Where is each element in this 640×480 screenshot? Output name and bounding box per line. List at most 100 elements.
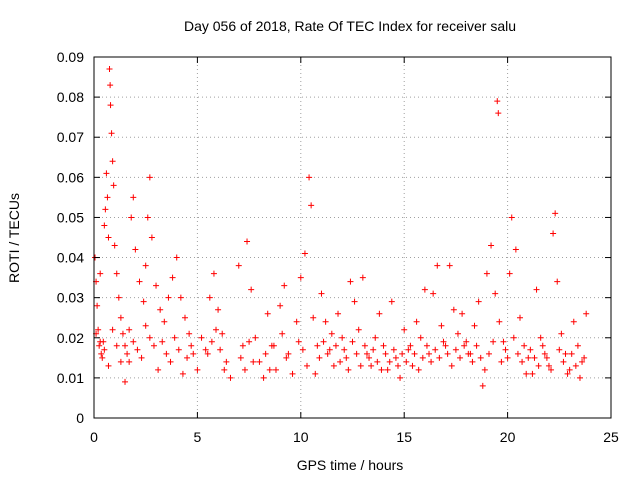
data-point bbox=[320, 338, 327, 345]
data-point bbox=[206, 294, 213, 301]
data-point bbox=[106, 66, 113, 73]
data-point bbox=[171, 334, 178, 341]
data-point bbox=[140, 298, 147, 305]
data-point bbox=[477, 354, 484, 361]
data-point bbox=[332, 342, 339, 349]
data-point bbox=[403, 358, 410, 365]
y-tick-label: 0.06 bbox=[57, 169, 84, 185]
data-point bbox=[241, 366, 248, 373]
data-point bbox=[552, 210, 559, 217]
data-point bbox=[463, 338, 470, 345]
data-point bbox=[104, 194, 111, 201]
x-tick-label: 20 bbox=[500, 429, 516, 445]
data-point bbox=[204, 350, 211, 357]
data-point bbox=[163, 350, 170, 357]
data-point bbox=[314, 342, 321, 349]
data-point bbox=[330, 362, 337, 369]
data-point bbox=[430, 290, 437, 297]
y-tick-label: 0.07 bbox=[57, 129, 84, 145]
data-point bbox=[113, 270, 120, 277]
data-point bbox=[570, 318, 577, 325]
data-point bbox=[108, 130, 115, 137]
data-point bbox=[96, 342, 103, 349]
data-point bbox=[568, 350, 575, 357]
grid-lines bbox=[94, 57, 611, 418]
data-point bbox=[97, 270, 104, 277]
data-point bbox=[130, 338, 137, 345]
data-point bbox=[495, 110, 502, 117]
data-point bbox=[146, 334, 153, 341]
data-point bbox=[124, 350, 131, 357]
data-point bbox=[384, 366, 391, 373]
data-point bbox=[144, 214, 151, 221]
data-point bbox=[454, 330, 461, 337]
data-point bbox=[304, 362, 311, 369]
data-point bbox=[153, 282, 160, 289]
data-point bbox=[490, 338, 497, 345]
data-point bbox=[210, 270, 217, 277]
data-point bbox=[107, 102, 114, 109]
data-point bbox=[126, 326, 133, 333]
y-tick-label: 0.02 bbox=[57, 330, 84, 346]
x-tick-label: 25 bbox=[603, 429, 619, 445]
data-point bbox=[562, 350, 569, 357]
x-tick-labels: 0 5 10 15 20 25 bbox=[90, 429, 619, 445]
data-point bbox=[246, 338, 253, 345]
data-point bbox=[318, 290, 325, 297]
data-point bbox=[190, 350, 197, 357]
data-point bbox=[169, 274, 176, 281]
data-point bbox=[525, 354, 532, 361]
data-point bbox=[519, 358, 526, 365]
data-point bbox=[450, 306, 457, 313]
data-point bbox=[328, 330, 335, 337]
data-point bbox=[119, 330, 126, 337]
y-tick-label: 0.05 bbox=[57, 209, 84, 225]
data-point bbox=[471, 322, 478, 329]
data-point bbox=[159, 338, 166, 345]
data-point bbox=[281, 282, 288, 289]
data-point bbox=[105, 234, 112, 241]
data-point bbox=[326, 346, 333, 353]
data-point bbox=[345, 366, 352, 373]
data-point bbox=[184, 354, 191, 361]
data-point bbox=[535, 362, 542, 369]
data-point bbox=[556, 346, 563, 353]
data-point bbox=[262, 350, 269, 357]
data-point bbox=[481, 366, 488, 373]
data-point bbox=[107, 82, 114, 89]
data-point bbox=[146, 174, 153, 181]
data-point bbox=[301, 250, 308, 257]
data-point bbox=[343, 354, 350, 361]
y-tick-label: 0.04 bbox=[57, 250, 84, 266]
data-point bbox=[574, 342, 581, 349]
data-point bbox=[142, 262, 149, 269]
data-point bbox=[376, 310, 383, 317]
data-point bbox=[442, 342, 449, 349]
data-point bbox=[256, 358, 263, 365]
data-point bbox=[583, 310, 590, 317]
data-point bbox=[469, 358, 476, 365]
data-point bbox=[244, 238, 251, 245]
data-point bbox=[252, 334, 259, 341]
data-point bbox=[277, 302, 284, 309]
data-point bbox=[397, 374, 404, 381]
data-point bbox=[239, 342, 246, 349]
data-point bbox=[558, 330, 565, 337]
data-point bbox=[339, 334, 346, 341]
data-point bbox=[548, 366, 555, 373]
data-point bbox=[459, 310, 466, 317]
data-point bbox=[378, 366, 385, 373]
data-point bbox=[299, 346, 306, 353]
data-point bbox=[136, 278, 143, 285]
data-point bbox=[250, 358, 257, 365]
data-point bbox=[494, 98, 501, 105]
plot-frame bbox=[93, 56, 612, 419]
data-point bbox=[502, 346, 509, 353]
data-point bbox=[366, 354, 373, 361]
data-point bbox=[390, 346, 397, 353]
data-point bbox=[111, 242, 118, 249]
data-point bbox=[289, 370, 296, 377]
y-tick-label: 0.09 bbox=[57, 49, 84, 65]
data-point bbox=[483, 270, 490, 277]
